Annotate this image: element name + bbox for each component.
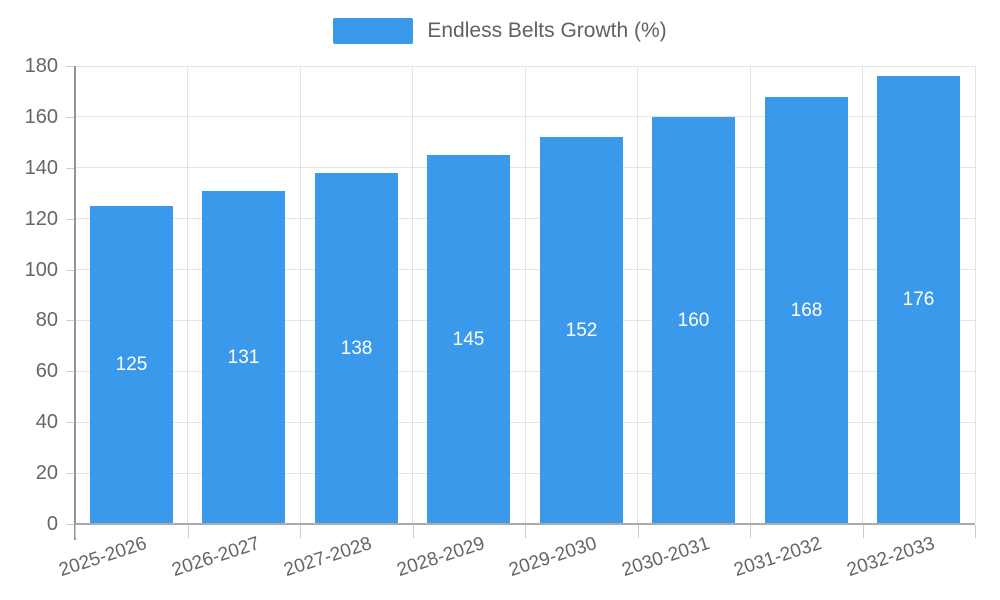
bar-value-label: 176: [902, 289, 935, 310]
v-gridline: [862, 66, 863, 524]
y-axis-label: 80: [35, 309, 58, 332]
y-axis-tick: [66, 218, 74, 220]
v-gridline: [749, 66, 751, 524]
y-axis-tick: [66, 167, 74, 169]
y-axis-label: 20: [35, 462, 58, 485]
x-axis-tick: [750, 525, 751, 538]
y-axis-tick: [66, 422, 74, 424]
y-axis-label: 180: [24, 55, 58, 77]
y-axis-label: 140: [24, 156, 58, 179]
v-gridline: [974, 66, 976, 524]
bar-value-label: 131: [227, 346, 260, 368]
bar: 168: [765, 97, 848, 524]
bar: 131: [202, 191, 285, 524]
bar-value-label: 125: [115, 354, 148, 375]
x-axis-label: 2026-2027: [169, 533, 263, 582]
y-axis-tick: [66, 66, 74, 67]
bar-value-label: 138: [340, 337, 373, 359]
v-gridline: [299, 66, 301, 524]
v-gridline: [524, 66, 526, 524]
y-axis-label: 60: [35, 360, 58, 383]
legend-label[interactable]: Endless Belts Growth (%): [427, 19, 667, 42]
x-axis-tick: [300, 525, 301, 538]
bar: 138: [315, 173, 398, 524]
x-axis-label: 2028-2029: [394, 533, 488, 582]
bar-value-label: 145: [452, 328, 485, 350]
v-gridline: [637, 66, 638, 524]
x-axis-label: 2025-2026: [56, 533, 150, 582]
y-axis-tick: [66, 320, 74, 322]
bar: 176: [877, 76, 960, 524]
y-axis-label: 120: [24, 207, 58, 230]
y-axis-tick: [66, 269, 74, 271]
y-axis-label: 40: [35, 411, 58, 434]
v-gridline: [187, 66, 188, 524]
y-axis-tick: [66, 116, 74, 118]
y-axis-label: 160: [24, 105, 58, 128]
x-axis-label: 2029-2030: [506, 533, 600, 582]
y-axis-line: [74, 66, 76, 540]
bar-value-label: 160: [677, 309, 710, 331]
y-axis-label: 0: [46, 513, 58, 535]
bar: 125: [90, 206, 173, 524]
x-axis-tick: [75, 525, 76, 538]
x-axis-tick: [862, 525, 864, 538]
bar: 160: [652, 117, 735, 524]
bar-value-label: 152: [565, 319, 598, 341]
bar: 145: [427, 155, 510, 524]
x-axis-tick: [637, 525, 639, 538]
legend[interactable]: Endless Belts Growth (%): [0, 18, 1000, 44]
v-gridline: [412, 66, 413, 524]
bar-value-label: 168: [790, 299, 823, 321]
x-axis-label: 2032-2033: [844, 533, 938, 582]
x-axis-label: 2031-2032: [731, 533, 825, 582]
x-axis-tick: [975, 525, 976, 538]
bar: 152: [540, 137, 623, 524]
plot-area: 125 131 138 145 152 160 168 176: [75, 65, 976, 524]
y-axis-tick: [66, 371, 74, 373]
x-axis-label: 2030-2031: [619, 533, 713, 582]
x-axis-tick: [187, 525, 189, 538]
x-axis-label: 2027-2028: [281, 533, 375, 582]
y-axis-label: 100: [24, 258, 58, 281]
x-axis-tick: [412, 525, 414, 538]
x-axis-tick: [525, 525, 526, 538]
y-axis-tick: [66, 524, 74, 525]
y-axis-tick: [66, 473, 74, 475]
legend-swatch[interactable]: [333, 18, 414, 44]
x-axis-line: [75, 523, 975, 525]
